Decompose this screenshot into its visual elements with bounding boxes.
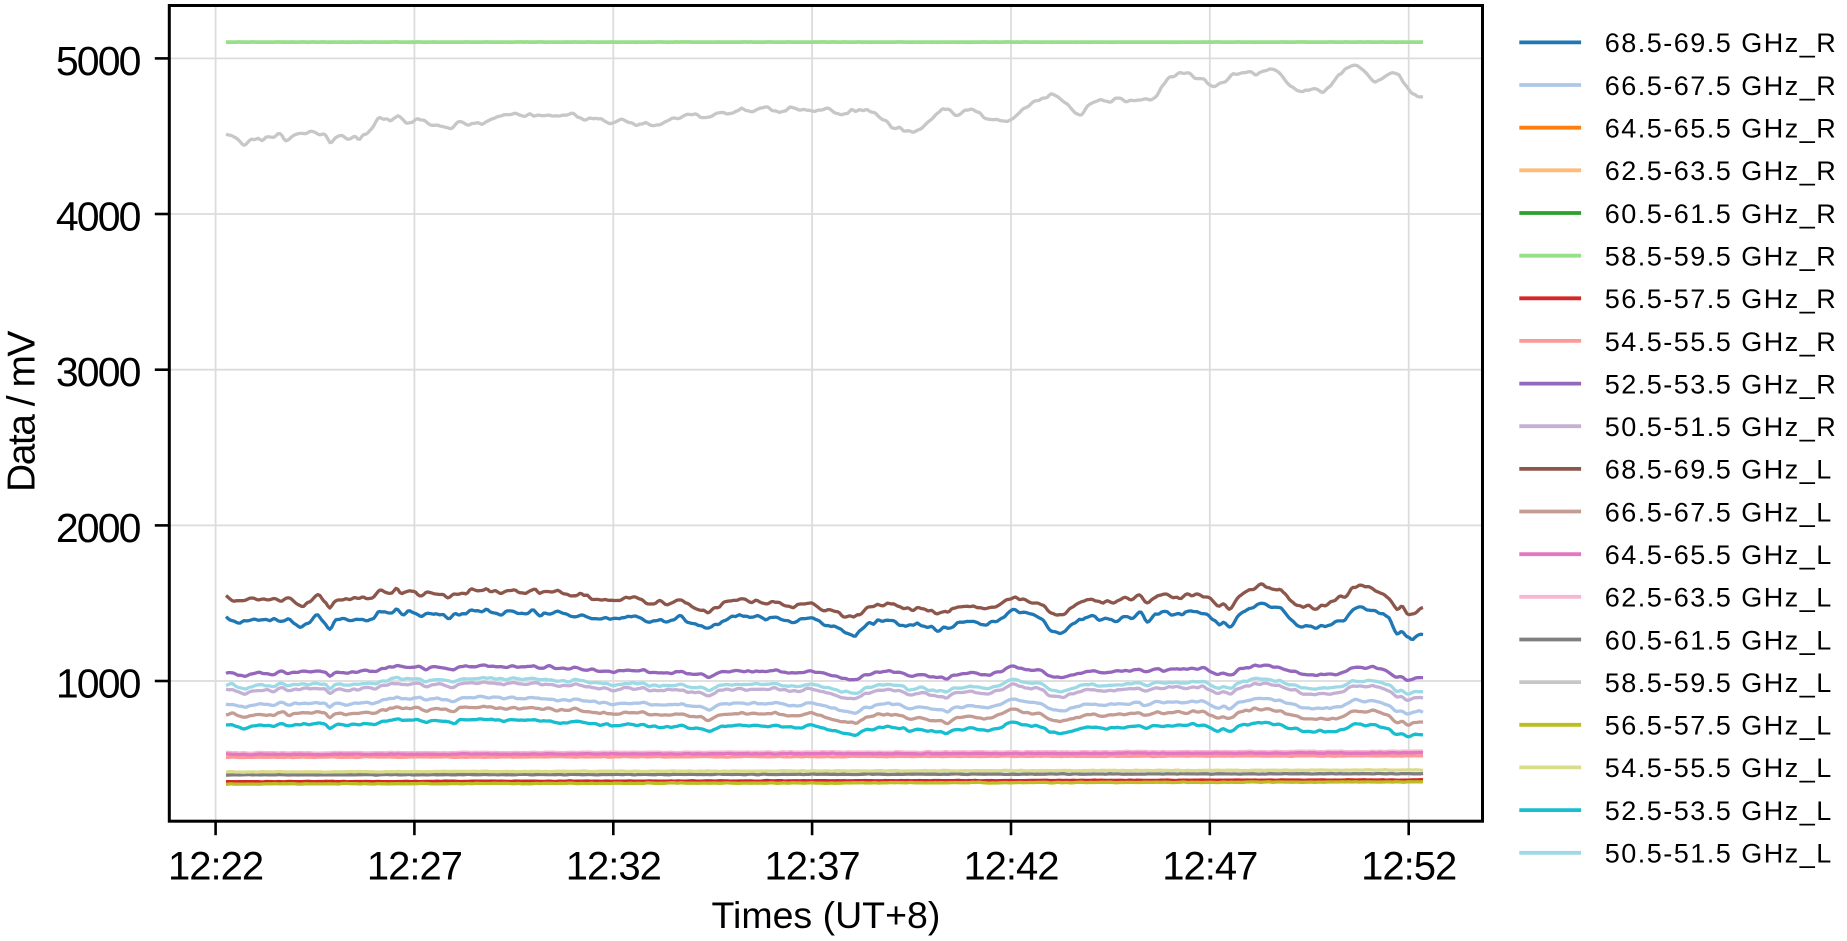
svg-text:12:42: 12:42 (963, 844, 1058, 888)
svg-text:56.5-57.5 GHz_R: 56.5-57.5 GHz_R (1605, 284, 1838, 314)
svg-text:58.5-59.5 GHz_R: 58.5-59.5 GHz_R (1605, 241, 1838, 271)
svg-text:12:32: 12:32 (566, 844, 661, 888)
svg-text:12:47: 12:47 (1162, 844, 1257, 888)
svg-text:12:22: 12:22 (168, 844, 263, 888)
svg-text:52.5-53.5 GHz_L: 52.5-53.5 GHz_L (1605, 796, 1833, 826)
svg-text:50.5-51.5 GHz_R: 50.5-51.5 GHz_R (1605, 412, 1838, 442)
svg-text:60.5-61.5 GHz_L: 60.5-61.5 GHz_L (1605, 625, 1833, 655)
svg-text:62.5-63.5 GHz_R: 62.5-63.5 GHz_R (1605, 156, 1838, 186)
svg-text:12:52: 12:52 (1361, 844, 1456, 888)
svg-text:58.5-59.5 GHz_L: 58.5-59.5 GHz_L (1605, 668, 1833, 698)
svg-text:5000: 5000 (56, 38, 141, 84)
svg-text:66.5-67.5 GHz_R: 66.5-67.5 GHz_R (1605, 71, 1838, 101)
svg-text:2000: 2000 (56, 505, 141, 551)
svg-text:56.5-57.5 GHz_L: 56.5-57.5 GHz_L (1605, 711, 1833, 741)
svg-text:64.5-65.5 GHz_L: 64.5-65.5 GHz_L (1605, 540, 1833, 570)
svg-text:64.5-65.5 GHz_R: 64.5-65.5 GHz_R (1605, 114, 1838, 144)
svg-text:68.5-69.5 GHz_R: 68.5-69.5 GHz_R (1605, 28, 1838, 58)
svg-text:1000: 1000 (56, 660, 141, 706)
svg-text:Times (UT+8): Times (UT+8) (711, 894, 940, 936)
svg-text:54.5-55.5 GHz_L: 54.5-55.5 GHz_L (1605, 753, 1833, 783)
svg-text:12:37: 12:37 (765, 844, 860, 888)
svg-text:50.5-51.5 GHz_L: 50.5-51.5 GHz_L (1605, 839, 1833, 869)
svg-text:4000: 4000 (56, 193, 141, 239)
svg-text:52.5-53.5 GHz_R: 52.5-53.5 GHz_R (1605, 369, 1838, 399)
svg-text:Data / mV: Data / mV (1, 331, 44, 492)
svg-text:12:27: 12:27 (367, 844, 462, 888)
svg-text:3000: 3000 (56, 349, 141, 395)
svg-text:60.5-61.5 GHz_R: 60.5-61.5 GHz_R (1605, 199, 1838, 229)
svg-text:62.5-63.5 GHz_L: 62.5-63.5 GHz_L (1605, 583, 1833, 613)
svg-text:66.5-67.5 GHz_L: 66.5-67.5 GHz_L (1605, 497, 1833, 527)
svg-text:68.5-69.5 GHz_L: 68.5-69.5 GHz_L (1605, 455, 1833, 485)
svg-text:54.5-55.5 GHz_R: 54.5-55.5 GHz_R (1605, 327, 1838, 357)
